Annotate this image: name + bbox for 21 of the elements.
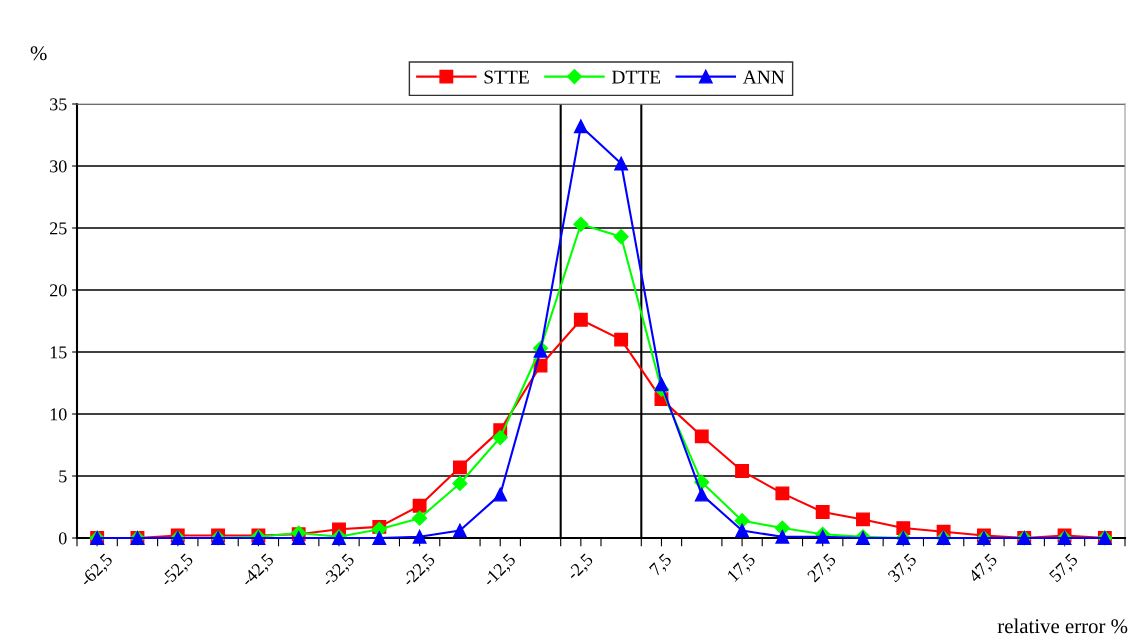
y-tick-label: 35 (50, 98, 67, 111)
x-tick-label: 7,5 (649, 552, 674, 578)
y-tick-label: 25 (50, 222, 67, 235)
y-tick-label: 20 (50, 284, 67, 297)
x-tick-label: -62,5 (78, 552, 115, 589)
legend-label: ANN (742, 70, 785, 84)
y-tick-label: 10 (50, 408, 67, 421)
y-tick-label: 15 (50, 346, 67, 359)
y-axis-title: % (30, 46, 47, 61)
legend-label: STTE (484, 70, 529, 84)
legend-label: DTTE (611, 70, 661, 84)
x-axis-title: relative error % (997, 618, 1128, 634)
y-tick-label: 0 (58, 532, 67, 545)
y-tick-label: 5 (59, 470, 67, 483)
x-tick-label: 17,5 (726, 552, 758, 584)
x-tick-label: 27,5 (806, 552, 839, 585)
x-tick-label: 57,5 (1048, 552, 1081, 585)
x-tick-label: 37,5 (887, 552, 920, 585)
x-tick-label: -2,5 (565, 552, 596, 583)
y-tick-label: 30 (50, 160, 67, 173)
x-tick-label: 47,5 (967, 552, 1000, 585)
